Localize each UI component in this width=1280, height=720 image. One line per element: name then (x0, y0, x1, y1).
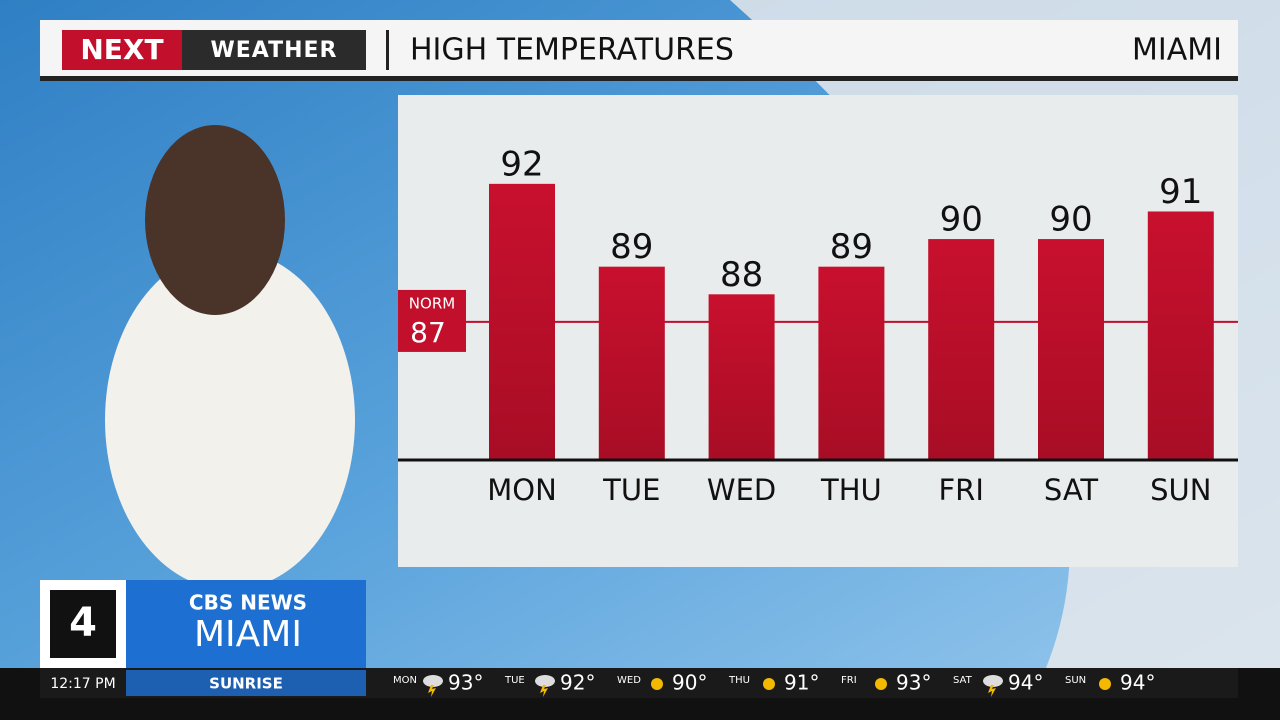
segment: SUNRISE (209, 675, 283, 693)
sun-icon (763, 678, 775, 690)
ticker-day: WED (617, 675, 641, 686)
ticker-day: SUN (1065, 675, 1086, 686)
category-label: TUE (602, 473, 660, 507)
category-label: MON (487, 473, 557, 507)
bar (928, 239, 995, 460)
value-label: 91 (1159, 172, 1202, 212)
ticker-day: MON (393, 675, 417, 686)
reference-value: 87 (410, 316, 446, 349)
ticker-temp: 91° (784, 671, 819, 695)
bolt-icon (428, 685, 436, 697)
bar (1147, 211, 1214, 460)
presenter (105, 250, 355, 590)
sun-icon (875, 678, 887, 690)
value-label: 89 (830, 227, 873, 267)
value-label: 90 (940, 200, 983, 240)
segment-box (126, 670, 366, 696)
network-box (126, 580, 366, 668)
reference-label: NORM (409, 294, 455, 312)
chart: 92 MON 89 TUE 88 WED 89 THU 90 FRI 90 SAT 91 SUN NORM 8… (398, 144, 1238, 507)
city: MIAMI (194, 614, 302, 655)
brand-box (182, 30, 366, 70)
presenter-hair (145, 125, 285, 315)
storm-icon (535, 675, 555, 687)
category-label: THU (820, 473, 882, 507)
bar (818, 266, 885, 460)
bolt-icon (988, 685, 996, 697)
ticker-day: TUE (504, 675, 525, 686)
bar (598, 266, 665, 460)
time: 12:17 PM (50, 676, 115, 692)
bolt-icon (540, 685, 548, 697)
ticker: MON 93° TUE 92° WED 90° THU 91° FRI 93° SAT 94° SUN 9… (393, 671, 1155, 697)
category-label: SUN (1150, 473, 1211, 507)
value-label: 88 (720, 255, 763, 295)
storm-icon (423, 675, 443, 687)
ticker-temp: 94° (1120, 671, 1155, 695)
header-rule (40, 76, 1238, 81)
logo-box (62, 30, 182, 70)
ticker-temp: 93° (896, 671, 931, 695)
bar (489, 183, 555, 460)
ticker-temp: 93° (448, 671, 483, 695)
ticker-temp: 90° (672, 671, 707, 695)
logo: NEXT (80, 33, 163, 66)
network: CBS NEWS (189, 591, 307, 615)
ticker-temp: 94° (1008, 671, 1043, 695)
value-label: 89 (610, 227, 653, 267)
channel-inner (50, 590, 116, 658)
sun-icon (651, 678, 663, 690)
bar (1038, 239, 1104, 460)
bar (708, 294, 775, 460)
location: MIAMI (1132, 33, 1222, 68)
reference-label-box (398, 289, 466, 352)
storm-icon (983, 675, 1003, 687)
channel: 4 (69, 600, 97, 646)
value-label: 92 (500, 144, 543, 184)
category-label: FRI (939, 473, 984, 507)
category-label: SAT (1044, 473, 1099, 507)
ticker-temp: 92° (560, 671, 595, 695)
title: HIGH TEMPERATURES (410, 33, 734, 68)
sun-icon (1099, 678, 1111, 690)
divider (386, 30, 389, 70)
ticker-day: FRI (841, 675, 857, 686)
value-label: 90 (1049, 200, 1092, 240)
brand: WEATHER (210, 38, 337, 63)
ticker-day: SAT (953, 675, 973, 686)
category-label: WED (707, 473, 776, 507)
ticker-day: THU (728, 675, 750, 686)
